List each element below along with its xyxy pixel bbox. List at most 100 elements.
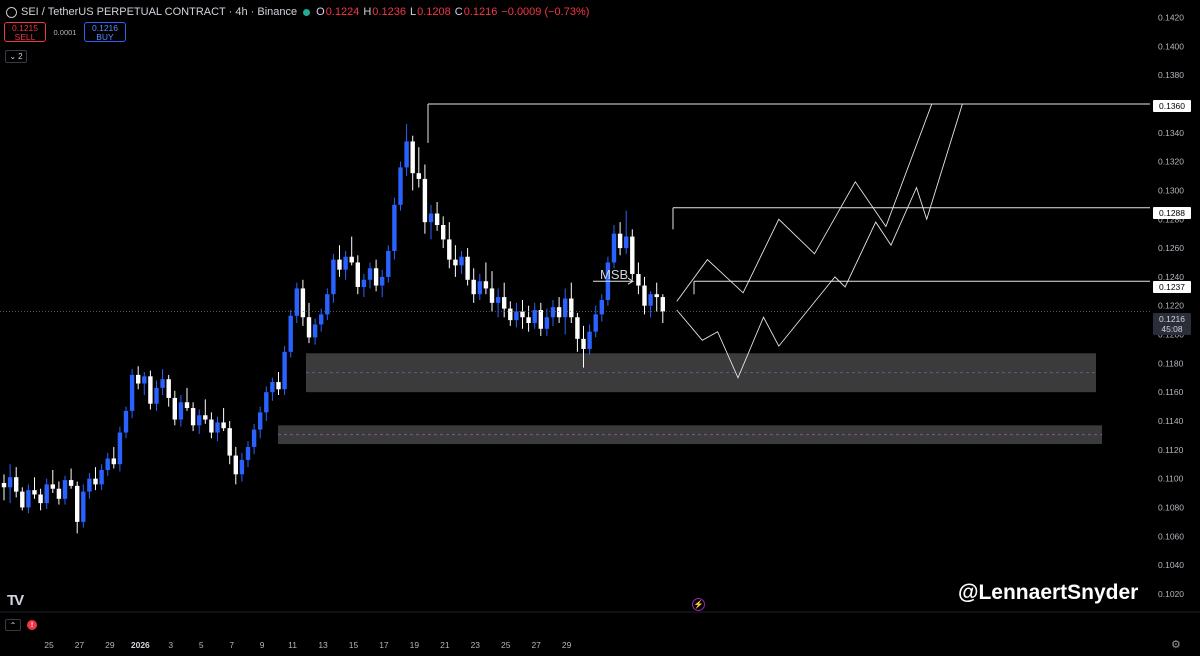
candle-body — [99, 469, 104, 485]
price-tick-label: 0.1420 — [1158, 13, 1184, 23]
author-watermark: @LennaertSnyder — [958, 581, 1139, 604]
candle-body — [422, 178, 428, 223]
price-tick-label: 0.1120 — [1158, 445, 1184, 455]
legend-header: SEI / TetherUS PERPETUAL CONTRACT · 4h ·… — [6, 4, 593, 20]
alert-icon[interactable]: ! — [27, 620, 37, 630]
candle-body — [520, 311, 525, 318]
price-tick-label: 0.1280 — [1158, 214, 1184, 224]
time-tick-label: 2026 — [131, 640, 150, 650]
candle-body — [611, 233, 617, 263]
time-tick-label: 23 — [471, 640, 481, 650]
candle-body — [227, 428, 232, 456]
candle-body — [654, 294, 659, 298]
price-tick-label: 0.1300 — [1158, 185, 1184, 195]
candle-body — [56, 488, 62, 499]
sell-price: 0.1215 — [12, 23, 38, 33]
candle-body — [209, 419, 214, 433]
candle-body — [404, 141, 409, 168]
indicators-count: 2 — [18, 52, 23, 61]
candle-body — [410, 141, 415, 174]
candle-body — [93, 478, 98, 485]
candle-body — [459, 256, 464, 266]
sell-button[interactable]: 0.1215 SELL — [4, 22, 46, 42]
candle-body — [587, 331, 592, 349]
high-value: 0.1236 — [372, 6, 406, 18]
candle-body — [7, 477, 13, 488]
chevron-up-icon: ⌃ — [9, 620, 17, 630]
candle-body — [624, 236, 629, 249]
candle-body — [44, 484, 49, 504]
candle-body — [178, 402, 184, 420]
candle-body — [441, 225, 446, 240]
candle-body — [550, 307, 556, 318]
candle-body — [599, 299, 604, 315]
candle-body — [1, 482, 7, 488]
price-tick-label: 0.1320 — [1158, 157, 1184, 167]
price-tick-label: 0.1340 — [1158, 128, 1184, 138]
candle-body — [361, 279, 367, 287]
time-tick-label: 21 — [440, 640, 450, 650]
msb-label: MSB — [600, 267, 629, 282]
bottom-toolbar: ⌃ ! — [5, 619, 37, 631]
candle-body — [343, 256, 348, 270]
time-tick-label: 25 — [44, 640, 54, 650]
time-tick-label: 29 — [105, 640, 115, 650]
candle-body — [306, 317, 312, 338]
buy-button[interactable]: 0.1216 BUY — [84, 22, 126, 42]
candle-body — [245, 446, 251, 460]
settings-gear-icon[interactable]: ⚙ — [1171, 639, 1181, 651]
demand-zone — [278, 425, 1102, 445]
collapse-panel-button[interactable]: ⌃ — [5, 619, 21, 631]
time-tick-label: 19 — [410, 640, 420, 650]
market-status-icon — [303, 8, 311, 16]
symbol-title[interactable]: SEI / TetherUS PERPETUAL CONTRACT · 4h ·… — [21, 6, 298, 18]
candle-body — [221, 422, 226, 429]
time-tick-label: 13 — [318, 640, 328, 650]
candle-body — [575, 317, 580, 339]
candle-body — [508, 308, 513, 321]
candle-body — [648, 294, 653, 306]
close-value: 0.1216 — [463, 6, 498, 18]
projection-path — [676, 103, 963, 379]
candle-body — [483, 281, 489, 289]
candle-body — [367, 268, 373, 280]
candle-body — [251, 429, 257, 447]
candle-body — [148, 376, 153, 404]
candle-body — [288, 315, 293, 352]
candle-body — [197, 415, 202, 426]
indicators-toggle-button[interactable]: ⌄ 2 — [5, 50, 27, 63]
price-tick-label: 0.1380 — [1158, 70, 1184, 80]
candle-body — [325, 294, 330, 315]
candle-body — [392, 204, 397, 251]
candle-body — [593, 314, 598, 332]
candle-body — [642, 285, 647, 306]
candle-body — [617, 233, 623, 249]
candle-body — [75, 485, 80, 522]
candle-body — [319, 314, 324, 325]
price-tick-label: 0.1180 — [1158, 358, 1184, 368]
candle-body — [416, 173, 421, 179]
open-label: O — [316, 6, 325, 18]
candle-body — [514, 311, 519, 321]
lightning-icon[interactable]: ⚡ — [692, 598, 705, 611]
time-tick-label: 7 — [229, 640, 234, 650]
candle-body — [123, 410, 129, 433]
sell-label: SELL — [14, 32, 36, 42]
candle-body — [349, 256, 354, 263]
candle-body — [105, 458, 110, 470]
change-value: −0.0009 (−0.73%) — [501, 6, 590, 18]
candle-body — [337, 259, 342, 270]
candle-body — [129, 374, 135, 411]
time-axis[interactable]: 25 27 29 2026 3 5 7 9 11 13 15 17 19 21 23 25 27 29 — [44, 640, 571, 650]
time-tick-label: 27 — [75, 640, 85, 650]
candle-body — [465, 256, 470, 280]
tradingview-logo-icon[interactable]: TV — [7, 592, 24, 609]
candle-body — [331, 259, 336, 295]
price-tag-1288: 0.1288 — [1153, 207, 1191, 219]
candle-body — [428, 213, 434, 223]
low-value: 0.1208 — [417, 6, 451, 18]
candle-body — [489, 288, 495, 303]
demand-zone — [306, 353, 1096, 393]
price-tick-label: 0.1220 — [1158, 301, 1184, 311]
